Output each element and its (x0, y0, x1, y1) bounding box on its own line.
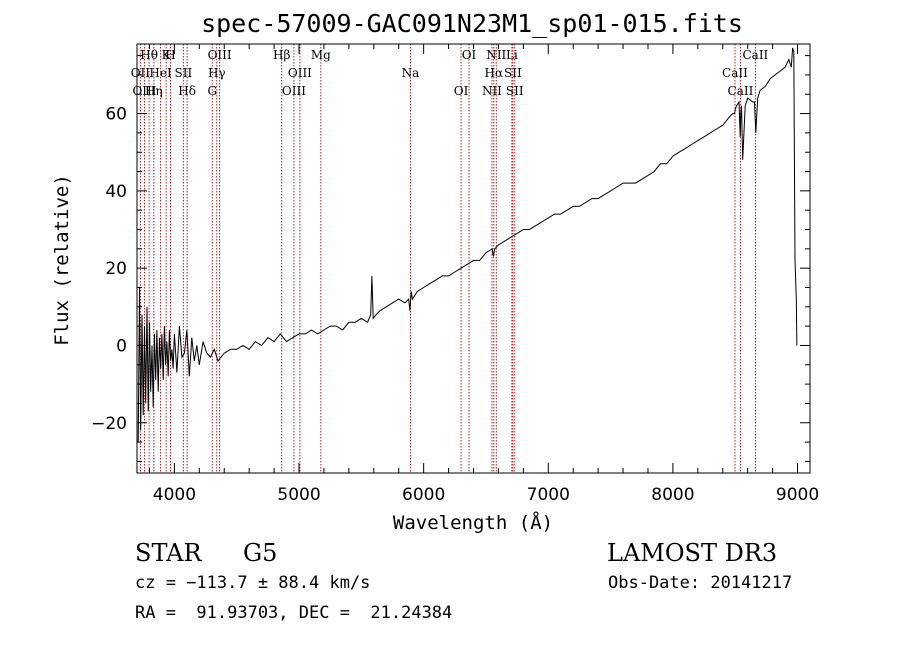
x-tick-label: 5000 (277, 485, 320, 505)
spectral-line-labels: HθOIIOIIIKHeIHηHSIIHδOIIIHγGHβOIIIOIIIMg… (131, 48, 769, 98)
spectrum-line (137, 47, 798, 443)
y-tick-label: 0 (116, 336, 127, 356)
spectral-line-label: Mg (311, 48, 331, 62)
spectral-line-label: NII (486, 48, 506, 62)
spectral-line-label: OIII (208, 48, 232, 62)
spectral-line-label: OIII (288, 66, 312, 80)
y-tick-label: 40 (105, 182, 127, 202)
spectral-line-label: H (165, 48, 175, 62)
spectral-line-label: Hα (485, 66, 504, 80)
spectral-line-label: OI (462, 48, 477, 62)
x-tick-label: 6000 (402, 485, 445, 505)
y-tick-label: −20 (91, 414, 127, 434)
x-axis: 4000 5000 6000 7000 8000 9000 (148, 44, 819, 505)
spectral-line-label: Li (506, 48, 518, 62)
spectral-line-label: Na (402, 66, 420, 80)
chart-title: spec-57009-GAC091N23M1_sp01-015.fits (201, 9, 743, 38)
y-tick-label: 20 (105, 259, 127, 279)
spectral-line-label: HeI (149, 66, 172, 80)
x-tick-label: 4000 (153, 485, 196, 505)
x-tick-label: 8000 (651, 485, 694, 505)
object-subclass: G5 (243, 539, 278, 567)
plot-frame (136, 43, 811, 474)
spectral-line-label: OI (454, 84, 469, 98)
spectral-line-label: Hδ (178, 84, 196, 98)
spectral-line-label: OII (131, 66, 151, 80)
y-axis: −20 0 20 40 60 (91, 55, 810, 462)
spectral-line-label: SII (506, 84, 524, 98)
y-tick-label: 60 (105, 105, 127, 125)
x-tick-label: 7000 (527, 485, 570, 505)
spectral-line-label: Hγ (208, 66, 226, 80)
object-class: STAR (135, 539, 202, 567)
spectral-line-label: Hη (145, 84, 163, 98)
spectral-line-label: Hθ (140, 48, 158, 62)
spectral-line-label: K (162, 48, 172, 62)
spectral-line-label: SII (504, 66, 522, 80)
observation-date: Obs-Date: 20141217 (608, 573, 793, 593)
survey-name: LAMOST DR3 (607, 539, 778, 567)
x-tick-label: 9000 (776, 485, 819, 505)
spectral-line-label: SII (175, 66, 193, 80)
redshift-velocity: cz = −113.7 ± 88.4 km/s (135, 573, 371, 593)
coordinates: RA = 91.93703, DEC = 21.24384 (135, 603, 453, 623)
spectral-line-label: Hβ (273, 48, 290, 62)
spectral-line-label: NII (482, 84, 502, 98)
spectral-line-markers (139, 44, 756, 473)
spectral-line-label: CaII (742, 48, 768, 62)
spectral-line-label: CaII (728, 84, 754, 98)
spectral-line-label: G (207, 84, 217, 98)
spectral-line-label: CaII (722, 66, 748, 80)
spectral-line-label: OIII (282, 84, 306, 98)
x-axis-label: Wavelength (Å) (393, 511, 553, 534)
y-axis-label: Flux (relative) (51, 174, 73, 346)
